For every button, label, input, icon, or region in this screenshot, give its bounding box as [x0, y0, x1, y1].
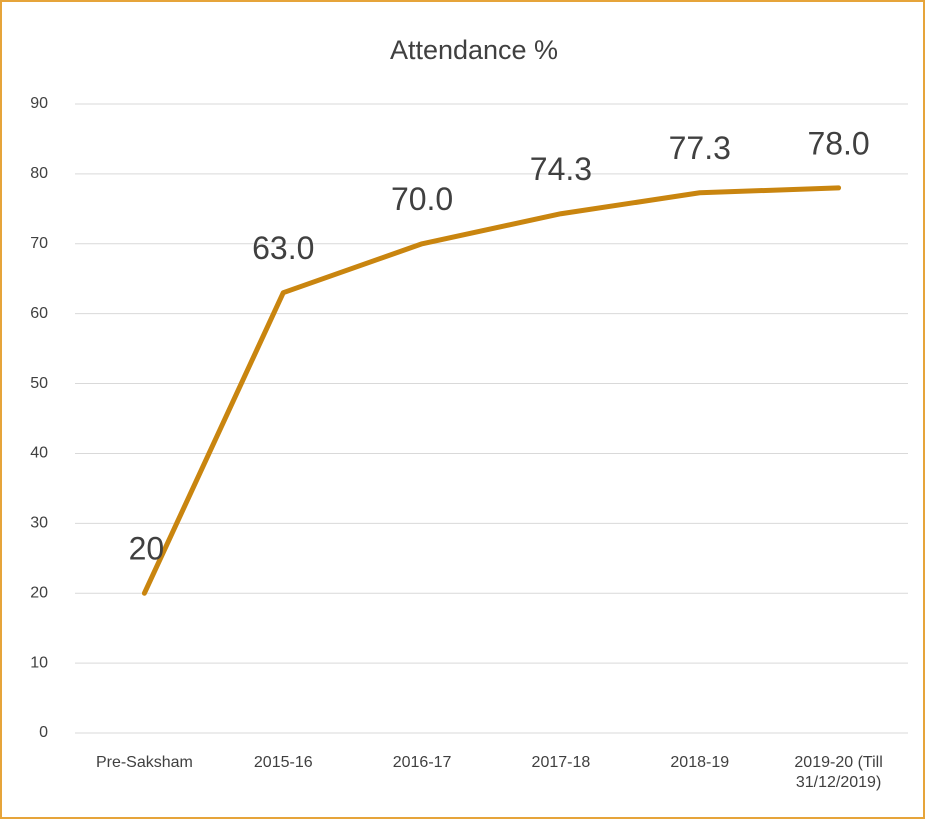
data-label: 74.3	[530, 151, 592, 187]
y-tick-label: 70	[30, 235, 48, 252]
data-label: 63.0	[252, 230, 314, 266]
y-tick-label: 10	[30, 654, 48, 671]
data-label: 20	[129, 531, 165, 567]
data-label: 77.3	[669, 130, 731, 166]
y-tick-label: 0	[39, 724, 48, 741]
y-tick-label: 60	[30, 305, 48, 322]
x-tick-label: 2016-17	[392, 754, 452, 771]
x-tick-label: 2015-16	[253, 754, 313, 771]
x-tick-label: 2019-20 (Till 31/12/2019)	[794, 754, 883, 791]
data-label: 78.0	[807, 125, 869, 161]
x-tick-label: 2018-19	[670, 754, 730, 771]
y-tick-label: 40	[30, 445, 48, 462]
y-tick-label: 50	[30, 375, 48, 392]
chart-title: Attendance %	[390, 35, 558, 65]
y-tick-label: 20	[30, 584, 48, 601]
y-tick-label: 30	[30, 515, 48, 532]
line	[141, 185, 842, 596]
y-tick-label: 90	[30, 95, 48, 112]
data-label: 70.0	[391, 181, 453, 217]
x-tick-label: Pre-Saksham	[95, 754, 193, 771]
x-tick-label: 2017-18	[531, 754, 591, 771]
y-tick-label: 80	[30, 165, 48, 182]
